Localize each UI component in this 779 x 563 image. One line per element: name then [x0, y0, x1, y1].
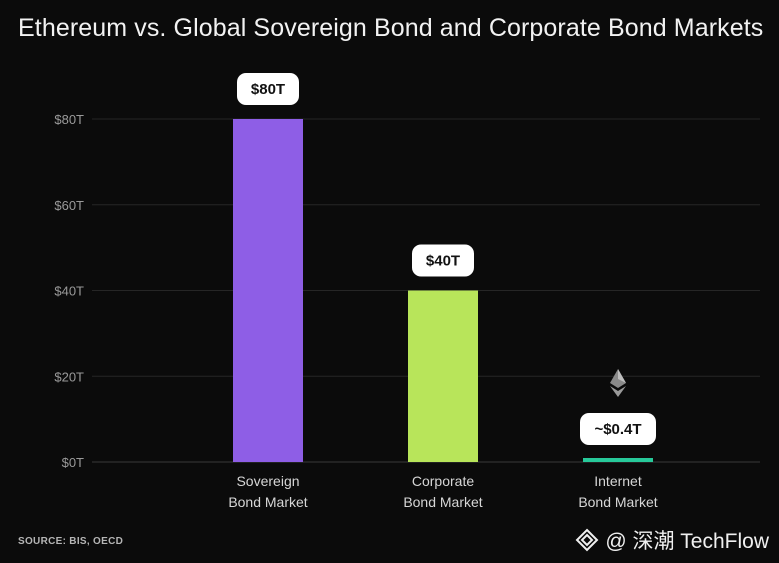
- data-label: $80T: [237, 73, 299, 105]
- data-label: $40T: [412, 244, 474, 277]
- chart-title: Ethereum vs. Global Sovereign Bond and C…: [18, 14, 764, 42]
- category-label: Sovereign Bond Market: [228, 473, 307, 510]
- svg-text:$40T: $40T: [426, 253, 460, 270]
- watermark-text: @ 深潮 TechFlow: [605, 530, 769, 553]
- source-note: SOURCE: BIS, OECD: [18, 536, 124, 547]
- y-tick-label: $60T: [54, 198, 84, 213]
- category-label: Corporate Bond Market: [403, 473, 482, 510]
- bar: [583, 458, 653, 462]
- y-tick-label: $0T: [62, 455, 84, 470]
- y-tick-label: $20T: [54, 369, 84, 384]
- ethereum-icon: [610, 369, 626, 397]
- svg-text:$80T: $80T: [251, 81, 285, 98]
- bar: [408, 290, 478, 462]
- techflow-logo-icon: [575, 528, 599, 552]
- bar: [233, 119, 303, 462]
- category-label: Internet Bond Market: [578, 473, 657, 510]
- watermark: @ 深潮 TechFlow: [575, 525, 769, 555]
- y-tick-label: $40T: [54, 284, 84, 299]
- data-label: ~$0.4T: [580, 413, 656, 445]
- svg-text:~$0.4T: ~$0.4T: [594, 421, 641, 438]
- y-tick-label: $80T: [54, 112, 84, 127]
